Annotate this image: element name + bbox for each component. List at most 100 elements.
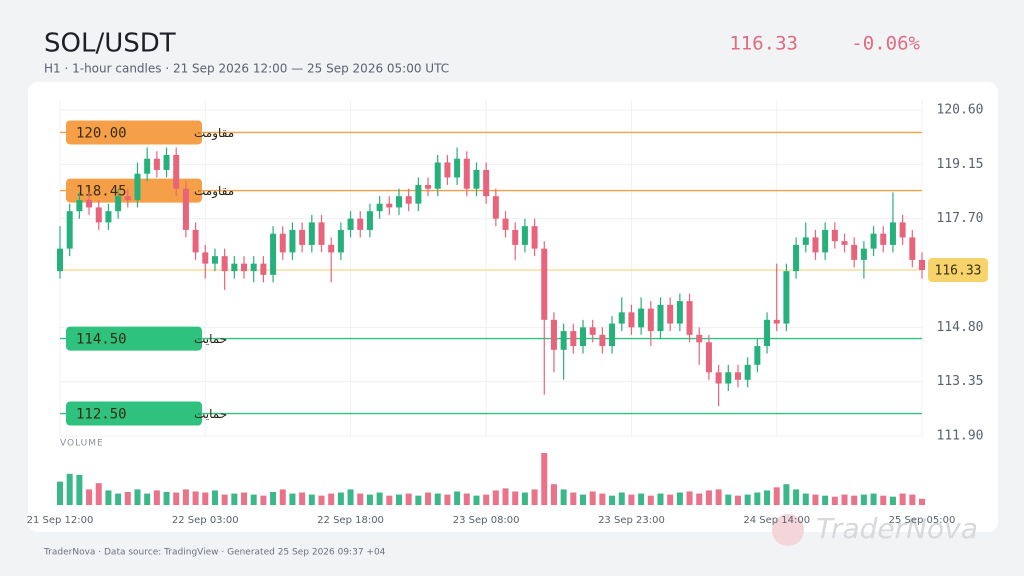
volume-bar [483, 494, 490, 505]
candle-body [744, 364, 751, 380]
candle-body [463, 158, 470, 189]
y-tick-label: 113.35 [937, 374, 984, 389]
candle-body [279, 233, 286, 253]
y-tick-label: 119.15 [937, 157, 984, 172]
candle-body [289, 229, 296, 253]
volume-bar [657, 493, 664, 505]
candle-body [163, 154, 170, 170]
candle-body [153, 158, 160, 170]
candle-body [192, 229, 199, 253]
x-tick-label: 23 Sep 08:00 [453, 515, 520, 526]
volume-bar [909, 494, 916, 505]
candle-body [328, 244, 335, 253]
chart-subtitle: H1 · 1-hour candles · 21 Sep 2026 12:00 … [44, 62, 449, 76]
candle-body [444, 162, 451, 178]
volume-bar [299, 492, 306, 505]
candle-body [628, 312, 635, 328]
y-tick-label: 114.80 [937, 320, 984, 335]
volume-bar [95, 483, 102, 505]
candle-body [773, 319, 780, 324]
candle-body [492, 196, 499, 219]
candle-body [66, 211, 73, 249]
candle-body [822, 229, 829, 253]
candle-body [570, 331, 577, 347]
candle-body [386, 203, 393, 208]
candle-body [366, 211, 373, 230]
level-name: مقاومت [194, 184, 234, 199]
x-tick-label: 22 Sep 18:00 [317, 515, 384, 526]
volume-bar [744, 494, 751, 505]
volume-bar [250, 494, 257, 505]
candle-body [502, 218, 509, 230]
candle-body [860, 248, 867, 260]
candle-body [764, 319, 771, 347]
volume-bar [124, 492, 131, 505]
volume-bar [279, 489, 286, 505]
volume-bar [425, 492, 432, 505]
candle-body [115, 196, 122, 212]
volume-bar [405, 493, 412, 505]
volume-bar [231, 493, 238, 505]
candle-body [221, 256, 228, 272]
candle-body [434, 162, 441, 189]
volume-bar [434, 493, 441, 505]
level-value: 114.50 [76, 332, 127, 348]
volume-bar [153, 490, 160, 505]
volume-bar [880, 495, 887, 505]
candle-body [734, 372, 741, 380]
level-value: 120.00 [76, 125, 127, 141]
volume-bar [822, 495, 829, 505]
candle-body [425, 184, 432, 189]
candle-body [211, 256, 218, 264]
candle-body [76, 199, 83, 212]
volume-bar [163, 492, 170, 505]
volume-bar [715, 489, 722, 505]
volume-bar [647, 495, 654, 505]
last-price: 116.33 [729, 33, 798, 55]
candle-body [202, 252, 209, 264]
volume-bar [831, 496, 838, 505]
chart-title: SOL/USDT [44, 29, 176, 59]
volume-bar [66, 473, 73, 505]
volume-bar [841, 494, 848, 505]
volume-bar [241, 492, 248, 505]
x-tick-label: 22 Sep 03:00 [172, 515, 239, 526]
candle-body [647, 308, 654, 332]
level-name: حمایت [194, 332, 227, 346]
volume-bar [308, 494, 315, 505]
candle-body [473, 169, 480, 189]
volume-bar [347, 489, 354, 505]
candle-body [105, 211, 112, 223]
volume-bar [696, 493, 703, 505]
candle-body [483, 169, 490, 197]
volume-bar [202, 492, 209, 505]
volume-bar [521, 492, 528, 505]
candle-body [347, 218, 354, 230]
candle-body [580, 327, 587, 347]
candle-body [541, 248, 548, 320]
candle-body [357, 218, 364, 230]
candle-body [318, 222, 325, 245]
volume-bar [628, 494, 635, 505]
volume-label: VOLUME [60, 439, 104, 449]
volume-bar [173, 492, 180, 505]
volume-bar [328, 493, 335, 505]
volume-bar [783, 484, 790, 505]
candle-body [889, 222, 896, 245]
volume-bar [260, 495, 267, 505]
candle-body [609, 323, 616, 347]
level-chip [66, 401, 202, 426]
volume-bar [270, 492, 277, 505]
volume-bar [570, 492, 577, 505]
volume-bar [599, 493, 606, 505]
volume-bar [289, 493, 296, 505]
volume-bar [734, 495, 741, 505]
candle-body [134, 173, 141, 200]
candle-body [395, 196, 402, 208]
volume-bar [860, 494, 867, 505]
level-chip [66, 326, 202, 351]
volume-bar [502, 488, 509, 505]
candle-body [589, 327, 596, 335]
candle-body [812, 237, 819, 253]
volume-bar [773, 487, 780, 505]
